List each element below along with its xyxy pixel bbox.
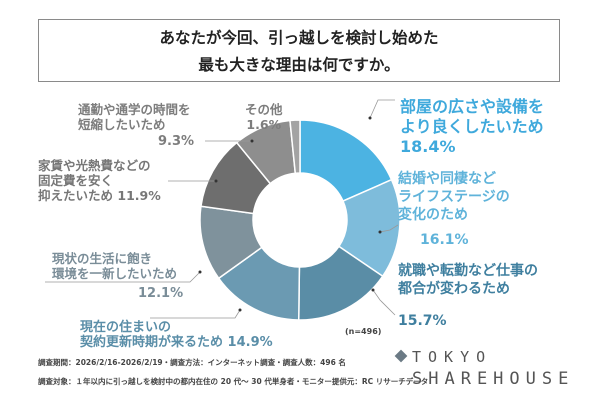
label-line: 通勤や通学の時間を <box>78 102 191 117</box>
sample-size: (n=496) <box>345 327 382 336</box>
label-line: その他 <box>245 102 283 117</box>
title-box: あなたが今回、引っ越しを検討し始めた 最も大きな理由は何ですか。 <box>38 19 560 82</box>
logo-line-1: TOKYO <box>412 348 493 366</box>
label-line: 契約更新時期が来るため <box>80 335 224 350</box>
label-line: ライフステージの <box>398 189 510 205</box>
footer-survey-target: 調査対象：１年以内に引っ越しを検討中の都内在住の 20 代～ 30 代単身者・モ… <box>38 377 429 386</box>
label-line: 家賃や光熱費などの <box>38 158 151 173</box>
label-line: 短縮したいため <box>78 117 166 132</box>
label-slice-4: 現状の生活に飽き 環境を一新したいため <box>52 251 177 281</box>
leader-line <box>369 99 395 119</box>
value-label: 1.6% <box>246 117 282 132</box>
leader-line <box>150 309 241 319</box>
label-slice-1: 結婚や同棲など ライフステージの 変化のため 16.1% <box>398 170 510 249</box>
label-slice-5: 家賃や光熱費などの 固定費を安く 抑えたいため 11.9% <box>38 158 161 203</box>
leader-lines <box>45 99 399 319</box>
label-line: 現在の住まいの <box>80 320 172 335</box>
label-line: 抑えたいため <box>38 188 114 203</box>
title-line-2: 最も大きな理由は何ですか。 <box>198 56 400 74</box>
label-slice-6: 通勤や通学の時間を 短縮したいため <box>78 102 191 132</box>
value-label: 14.9% <box>227 335 273 350</box>
leader-dots <box>198 116 382 312</box>
value-label-slice-4: 12.1% <box>138 286 184 301</box>
label-line: 環境を一新したいため <box>52 266 178 281</box>
label-slice-2: 就職や転勤など仕事の 都合が変わるため 15.7% <box>398 262 538 330</box>
donut-slice-7 <box>289 119 301 175</box>
label-line: より良くしたいため <box>400 117 544 136</box>
logo-line-2: SHAREHOUSE <box>412 369 575 389</box>
label-line: 就職や転勤など仕事の <box>398 263 538 279</box>
label-line: 現状の生活に飽き <box>52 251 153 266</box>
label-line: 固定費を安く <box>38 173 114 188</box>
value-label: 16.1% <box>420 232 469 248</box>
label-line: 変化のため <box>398 207 468 223</box>
leader-line <box>45 271 201 283</box>
label-slice-7: その他 1.6% <box>245 102 283 132</box>
leader-line <box>379 224 399 233</box>
value-label-slice-6: 9.3% <box>158 134 195 149</box>
value-label: 15.7% <box>398 313 447 329</box>
value-label: 18.4% <box>400 137 456 156</box>
label-line: 部屋の広さや設備を <box>400 97 545 116</box>
footer-survey-period: 調査期間：2026/2/16-2026/2/19・調査方法：インターネット調査・… <box>38 358 346 367</box>
label-slice-0: 部屋の広さや設備を より良くしたいため 18.4% <box>400 97 544 157</box>
label-line: 都合が変わるため <box>398 281 510 297</box>
value-label: 11.9% <box>117 188 161 203</box>
label-line: 結婚や同棲など <box>398 171 496 187</box>
label-slice-3: 現在の住まいの 契約更新時期が来るため 14.9% <box>80 320 273 350</box>
leader-line <box>372 289 396 316</box>
title-line-1: あなたが今回、引っ越しを検討し始めた <box>159 29 439 47</box>
